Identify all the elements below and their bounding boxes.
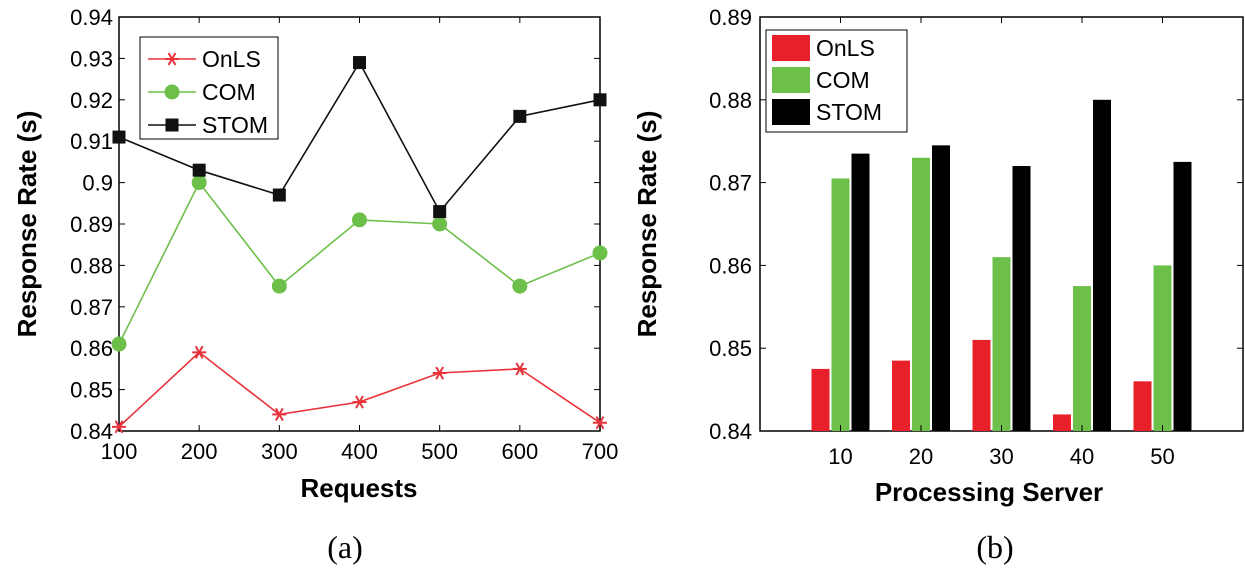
bar-stom (1173, 161, 1192, 431)
data-point-com (592, 245, 608, 261)
y-tick-label-a: 0.94 (70, 5, 113, 30)
data-point-com (111, 336, 127, 352)
y-tick-label-a: 0.92 (70, 88, 113, 113)
y-tick-label-a: 0.91 (70, 129, 113, 154)
x-tick-label-b: 30 (989, 444, 1013, 469)
bar-onls (1133, 381, 1152, 431)
data-point-onls (352, 395, 367, 409)
legend-box-a (139, 36, 279, 140)
data-point-com (432, 216, 448, 232)
x-tick-label-b: 40 (1070, 444, 1094, 469)
y-tick-label-a: 0.87 (70, 295, 113, 320)
legend-b: OnLS COM STOM (765, 29, 908, 133)
caption-a: (a) (327, 529, 363, 565)
data-point-stom (433, 205, 447, 219)
bars-b (811, 99, 1192, 432)
x-tick-label-b: 50 (1150, 444, 1174, 469)
y-axis-label-a: Response Rate (s) (12, 111, 42, 338)
data-point-stom (353, 56, 366, 70)
x-tick-label-a: 500 (421, 439, 458, 464)
x-tick-label-a: 700 (582, 439, 619, 464)
y-tick-label-a: 0.89 (70, 212, 113, 237)
y-tick-label-a: 0.9 (82, 171, 113, 196)
bar-com (1153, 265, 1172, 431)
x-tick-label-a: 600 (501, 439, 538, 464)
line-chart-a: 0.84 0.85 0.86 0.87 0.88 0.89 0.9 0.91 0.92 0.93 0… (12, 5, 618, 565)
y-tick-label-a: 0.88 (70, 253, 113, 278)
data-point-stom (112, 130, 126, 144)
x-tick-label-a: 400 (341, 439, 378, 464)
legend-label-com: COM (202, 79, 256, 105)
bar-onls (972, 339, 991, 431)
bar-com (912, 157, 930, 431)
series-lines-a (111, 56, 608, 434)
data-point-onls (432, 366, 447, 380)
bar-stom (932, 145, 950, 431)
data-point-onls (512, 362, 527, 376)
y-tick-label-a: 0.85 (70, 378, 113, 403)
y-tick-label-b: 0.88 (709, 88, 752, 113)
y-tick-labels-a: 0.84 0.85 0.86 0.87 0.88 0.89 0.9 0.91 0.92 0.93 0… (70, 5, 600, 444)
x-axis-label-a: Requests (300, 473, 417, 503)
x-tick-labels-b: 10 20 30 40 50 (828, 17, 1175, 469)
y-tick-label-a: 0.84 (70, 419, 113, 444)
x-axis-label-b: Processing Server (875, 477, 1103, 507)
y-tick-label-b: 0.85 (709, 336, 752, 361)
bar-onls (1053, 414, 1071, 431)
data-point-com (271, 278, 287, 294)
caption-b: (b) (976, 529, 1013, 565)
legend-label-com: COM (816, 67, 870, 93)
bar-onls (811, 368, 830, 431)
data-point-onls (192, 345, 207, 359)
bar-onls (892, 360, 910, 431)
legend-label-stom: STOM (816, 99, 882, 125)
data-point-com (352, 212, 367, 228)
y-tick-label-b: 0.84 (709, 419, 752, 444)
legend-swatch-com (772, 67, 810, 93)
data-point-onls (593, 416, 607, 430)
legend-swatch-onls (772, 35, 810, 61)
data-point-com (512, 278, 528, 294)
data-point-com (191, 175, 207, 191)
data-point-stom (272, 188, 286, 202)
x-tick-labels-a: 100 200 300 400 500 600 700 (101, 17, 619, 464)
y-tick-label-b: 0.87 (709, 171, 752, 196)
bar-stom (1012, 166, 1031, 432)
legend-marker-stom (165, 118, 179, 132)
data-point-stom (593, 93, 607, 107)
legend-a: OnLS COM STOM (139, 36, 279, 140)
legend-marker-com (164, 84, 180, 100)
y-tick-label-b: 0.89 (709, 5, 752, 30)
x-tick-label-b: 10 (828, 444, 852, 469)
bar-chart-b: 0.84 0.85 0.86 0.87 0.88 0.89 10 20 30 40 50 OnLS… (632, 5, 1244, 565)
y-tick-labels-b: 0.84 0.85 0.86 0.87 0.88 0.89 (709, 5, 1243, 444)
legend-label-stom: STOM (202, 112, 268, 138)
bar-stom (1093, 99, 1111, 432)
bar-com (1073, 286, 1091, 431)
x-tick-label-a: 300 (261, 439, 298, 464)
x-tick-label-b: 20 (909, 444, 933, 469)
data-point-stom (513, 109, 527, 123)
y-tick-label-a: 0.93 (70, 46, 113, 71)
y-tick-label-a: 0.86 (70, 336, 113, 361)
data-point-stom (192, 163, 206, 177)
y-tick-label-b: 0.86 (709, 253, 752, 278)
x-tick-label-a: 100 (101, 439, 138, 464)
data-point-onls (272, 407, 287, 422)
legend-label-onls: OnLS (202, 46, 261, 72)
legend-label-onls: OnLS (816, 35, 875, 61)
legend-marker-onls (165, 52, 179, 66)
data-point-onls (112, 420, 126, 434)
bar-com (831, 178, 850, 431)
x-tick-label-a: 200 (181, 439, 218, 464)
bar-stom (851, 153, 870, 431)
legend-swatch-stom (772, 99, 810, 125)
bar-com (992, 257, 1011, 431)
y-axis-label-b: Response Rate (s) (632, 111, 662, 338)
